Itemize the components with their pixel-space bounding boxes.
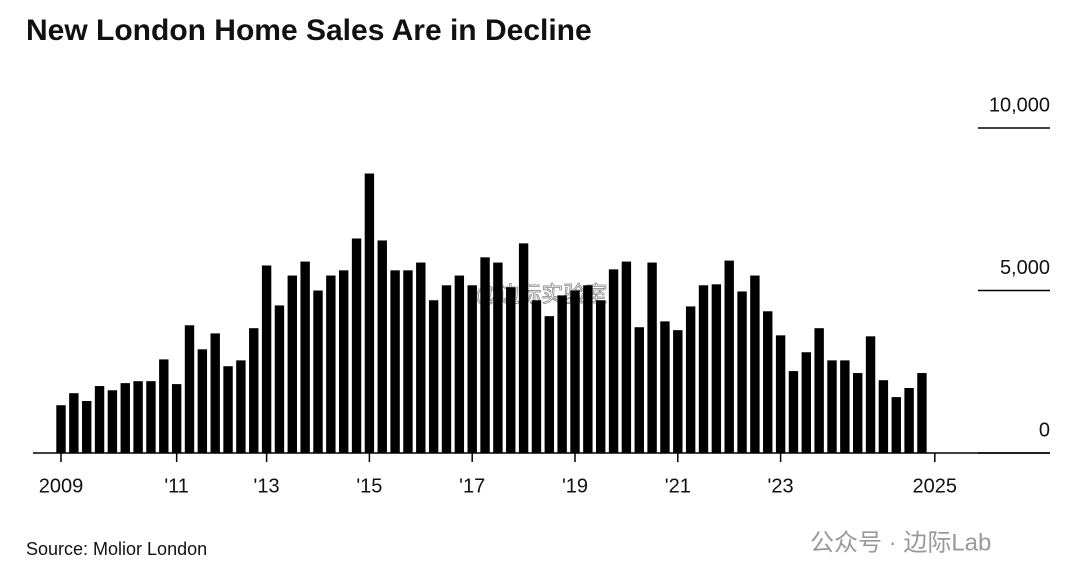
bar: [184, 325, 195, 453]
bar: [827, 360, 837, 453]
x-tick-label: '23: [768, 475, 794, 497]
bar: [596, 300, 606, 453]
bar: [56, 405, 66, 453]
bar: [878, 380, 889, 453]
bar: [891, 397, 901, 453]
x-tick-label: '21: [665, 475, 691, 497]
bar: [454, 275, 465, 453]
bar: [197, 349, 208, 453]
bar: [801, 352, 811, 453]
bar: [544, 316, 554, 453]
bar: [775, 335, 786, 453]
bar: [647, 262, 657, 453]
bar: [287, 275, 297, 453]
bar: [390, 270, 400, 453]
bar: [236, 360, 246, 453]
bar: [698, 285, 709, 453]
bar: [904, 388, 914, 453]
y-tick-label: 5,000: [1000, 257, 1050, 279]
bar: [634, 327, 644, 453]
bar: [865, 336, 876, 453]
bar: [583, 285, 593, 453]
bar: [853, 373, 863, 453]
bar: [416, 262, 426, 453]
x-tick-label: '19: [562, 475, 588, 497]
bar: [763, 311, 773, 453]
bar: [480, 257, 490, 453]
bar: [171, 384, 182, 453]
bar: [223, 366, 233, 453]
bar: [249, 328, 259, 453]
bar: [313, 290, 323, 453]
bar: [518, 243, 529, 453]
y-tick-label: 0: [1039, 419, 1050, 441]
watermark: 公众号 · 边际Lab: [810, 529, 991, 556]
bar: [403, 270, 413, 453]
bar: [120, 383, 130, 453]
bar: [840, 360, 850, 453]
bar: [300, 261, 310, 453]
source: Source: Molior London: [26, 539, 207, 559]
y-tick-label: 10,000: [989, 94, 1050, 116]
x-tick-label: 2025: [913, 475, 958, 497]
bar: [146, 381, 156, 453]
bar: [210, 333, 220, 453]
x-tick-label: '11: [164, 475, 189, 497]
bar: [428, 300, 439, 453]
bar: [133, 381, 143, 453]
bar: [261, 265, 272, 453]
bar: [531, 300, 542, 453]
bar: [814, 328, 824, 453]
chart-title: New London Home Sales Are in Decline: [26, 14, 592, 47]
x-tick-label: 2009: [39, 475, 84, 497]
bar: [82, 401, 92, 453]
bar: [724, 260, 734, 453]
bar: [737, 291, 747, 453]
bar: [660, 321, 670, 453]
bar: [467, 285, 477, 453]
bar: [107, 390, 118, 453]
bar: [274, 305, 285, 453]
bar: [364, 173, 375, 453]
bar: [326, 275, 336, 453]
bar: [493, 262, 503, 453]
bar: [621, 261, 632, 453]
bar: [711, 284, 722, 453]
bar: [557, 295, 567, 453]
bar: [69, 393, 79, 453]
bar: [788, 371, 799, 453]
bar: [339, 270, 349, 453]
bar: [377, 240, 387, 453]
bar: [750, 275, 760, 453]
x-tick-label: '17: [459, 475, 485, 497]
bar: [608, 269, 619, 453]
bar: [917, 373, 927, 453]
bar: [94, 386, 105, 453]
bar: [685, 306, 696, 453]
x-tick-label: '15: [356, 475, 382, 497]
x-tick-label: '13: [254, 475, 280, 497]
bar: [673, 330, 683, 453]
bar: [351, 238, 362, 453]
bar: [506, 287, 516, 453]
bar: [570, 290, 580, 453]
bar: [159, 359, 169, 453]
bar: [441, 285, 452, 453]
